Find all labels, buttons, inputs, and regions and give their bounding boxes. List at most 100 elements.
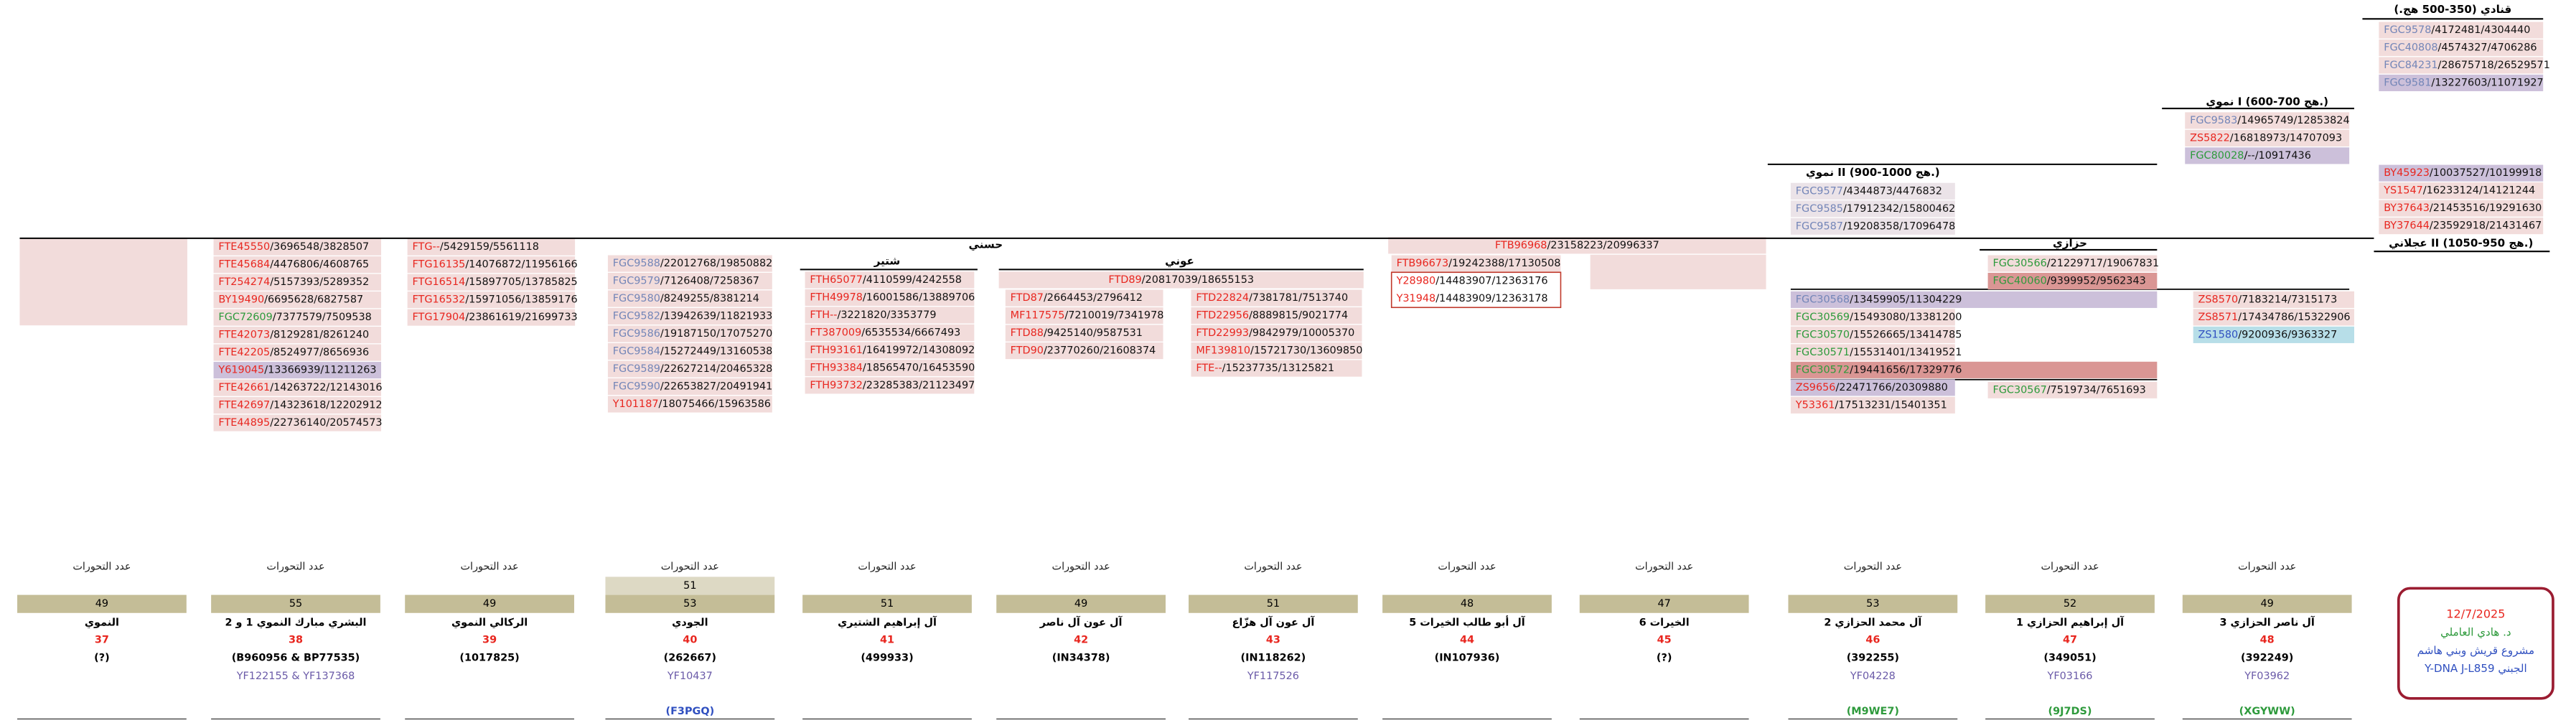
kit-code: (349051) (2043, 653, 2096, 664)
lineage-name: الركالي النموي (451, 617, 528, 630)
snp-position: /8889815/9021774 (1249, 310, 1348, 322)
snp-row: FTG16514/15897705/13785825 (413, 276, 578, 288)
yfull-code: YF117526 (1247, 671, 1299, 682)
lineage-number: 48 (2260, 635, 2275, 646)
count-label: عدد التحورات (858, 561, 916, 573)
count-cell (405, 594, 574, 613)
snp-row: FTB96673/19242388/17130508 (1397, 258, 1561, 269)
kit-code: (IN107936) (1435, 653, 1500, 664)
snp-name: FGC30572 (1796, 364, 1850, 375)
snp-cell (607, 272, 772, 290)
snp-position: /7519734/7651693 (2047, 384, 2146, 396)
branch-label: حسني (969, 238, 1003, 252)
snp-position: /4110599/4242558 (863, 274, 962, 286)
snp-row: FTG17904/23861619/21699733 (413, 312, 578, 323)
snp-name: FTD87 (1011, 292, 1044, 304)
kit-code: (?) (1657, 653, 1672, 664)
snp-row: FGC30568/13459905/11304229 (1796, 294, 1962, 305)
snp-position: /9200936/9363327 (2238, 329, 2337, 340)
snp-row: FGC9579/7126408/7258367 (613, 276, 759, 287)
snp-name: FGC30570 (1796, 329, 1850, 340)
snp-cell (1790, 182, 1955, 200)
snp-name: FTE42205 (218, 347, 270, 358)
lineage-number: 39 (482, 635, 497, 646)
kit-code: (IN118262) (1241, 653, 1306, 664)
lineage-name: البشري مبارك النموي 1 و 2 (225, 617, 367, 630)
branch-label: عوني (1165, 254, 1194, 268)
snp-name: FTH65077 (810, 274, 863, 286)
count-label: عدد التحورات (266, 561, 324, 573)
snp-row: FTE--/15237735/13125821 (1196, 363, 1334, 374)
snp-row: FGC9581/13227603/11071927 (2384, 77, 2544, 88)
snp-cell (213, 291, 382, 309)
clade-title: عجلاني II (1050-950 هج.) (2389, 236, 2533, 250)
kit-code: (1017825) (459, 653, 519, 664)
snp-cell (1191, 360, 1362, 377)
snp-position: /8249255/8381214 (660, 293, 759, 304)
haplotype-tag: (M9WE7) (1847, 706, 1899, 717)
snp-cell (2185, 129, 2350, 146)
snp-row: FTH93384/18565470/16453590 (810, 362, 975, 373)
branch-label: شتير (874, 254, 901, 267)
count-label: عدد التحورات (1438, 561, 1496, 573)
snp-name: FTH-- (810, 309, 837, 321)
snp-row: FTD22824/7381781/7513740 (1196, 292, 1348, 304)
snp-row: FGC30571/15531401/13419521 (1796, 347, 1962, 358)
snp-name: FGC9577 (1796, 185, 1843, 197)
haplotype-tag: (F3PGQ) (666, 706, 715, 717)
snp-row: ZS5822/16818973/14707093 (2190, 132, 2342, 144)
snp-row: FTE44895/22736140/20574573 (218, 417, 382, 429)
snp-cell (213, 309, 382, 326)
snp-row: FGC30567/7519734/7651693 (1992, 384, 2145, 396)
snp-position: /21229717/19067831 (2047, 258, 2159, 269)
snp-cell (1790, 361, 2158, 378)
lineage-number: 45 (1657, 635, 1672, 646)
extra-count: 51 (683, 580, 696, 592)
snp-name: BY37643 (2384, 202, 2430, 214)
snp-row: Y53361/17513231/15401351 (1795, 399, 1947, 411)
count-label: عدد التحورات (72, 561, 131, 573)
snp-row: Y101187/18075466/15963586 (612, 398, 771, 410)
snp-row: FTE42697/14323618/12202912 (218, 400, 382, 411)
count-label: عدد التحورات (461, 561, 519, 573)
snp-row: FTD90/23770260/21608374 (1011, 345, 1156, 357)
snp-name: MF117575 (1011, 310, 1065, 322)
snp-name: FGC9584 (613, 345, 660, 357)
snp-position: /6695628/6827587 (264, 294, 363, 306)
snp-position: /6535534/6667493 (861, 327, 960, 338)
lineage-name: آل ناصر الحزازي 3 (2220, 616, 2315, 630)
snp-row: FTD22956/8889815/9021774 (1196, 310, 1348, 322)
lineage-number: 41 (880, 635, 894, 646)
snp-position: /10037527/10199918 (2430, 167, 2542, 179)
snp-name: Y53361 (1795, 399, 1835, 411)
lineage-number: 40 (683, 635, 697, 646)
snp-position: /3696548/3828507 (270, 241, 369, 253)
snp-name: YS1547 (2383, 185, 2423, 197)
snp-name: FTH93384 (810, 362, 863, 373)
snp-row: FGC72609/7377579/7509538 (218, 312, 371, 323)
yfull-code: YF122155 & YF137368 (236, 671, 355, 682)
snp-position: /4476806/4608765 (270, 259, 369, 271)
snp-position: /23285383/21123497 (863, 380, 975, 391)
kit-code: (IN34378) (1052, 653, 1110, 664)
snp-row: FT387009/6535534/6667493 (810, 327, 960, 338)
snp-name: FTD22824 (1196, 292, 1249, 304)
kit-code: (?) (94, 653, 110, 664)
snp-position: /14263722/12143016 (270, 382, 382, 393)
snp-cell (2379, 164, 2544, 182)
snp-row: BY37644/23592918/21431467 (2384, 220, 2542, 232)
snp-row: FTH49978/16001586/13889706 (810, 291, 975, 303)
snp-name: FGC9581 (2384, 77, 2431, 88)
snp-cell (1191, 307, 1362, 325)
snp-name: FTB96673 (1397, 258, 1449, 269)
snp-row: FGC40060/9399952/9562343 (1992, 276, 2145, 287)
snp-row: FGC9586/19187150/17075270 (613, 328, 773, 340)
snp-row: FTD22993/9842979/10005370 (1196, 327, 1354, 339)
mutation-count: 51 (881, 598, 894, 610)
clade-title: نموي I (600-700 هج.) (2206, 95, 2328, 108)
snp-name: FTE-- (1196, 363, 1222, 374)
count-label: عدد التحورات (2041, 561, 2099, 573)
snp-position: /15897705/13785825 (465, 276, 577, 288)
